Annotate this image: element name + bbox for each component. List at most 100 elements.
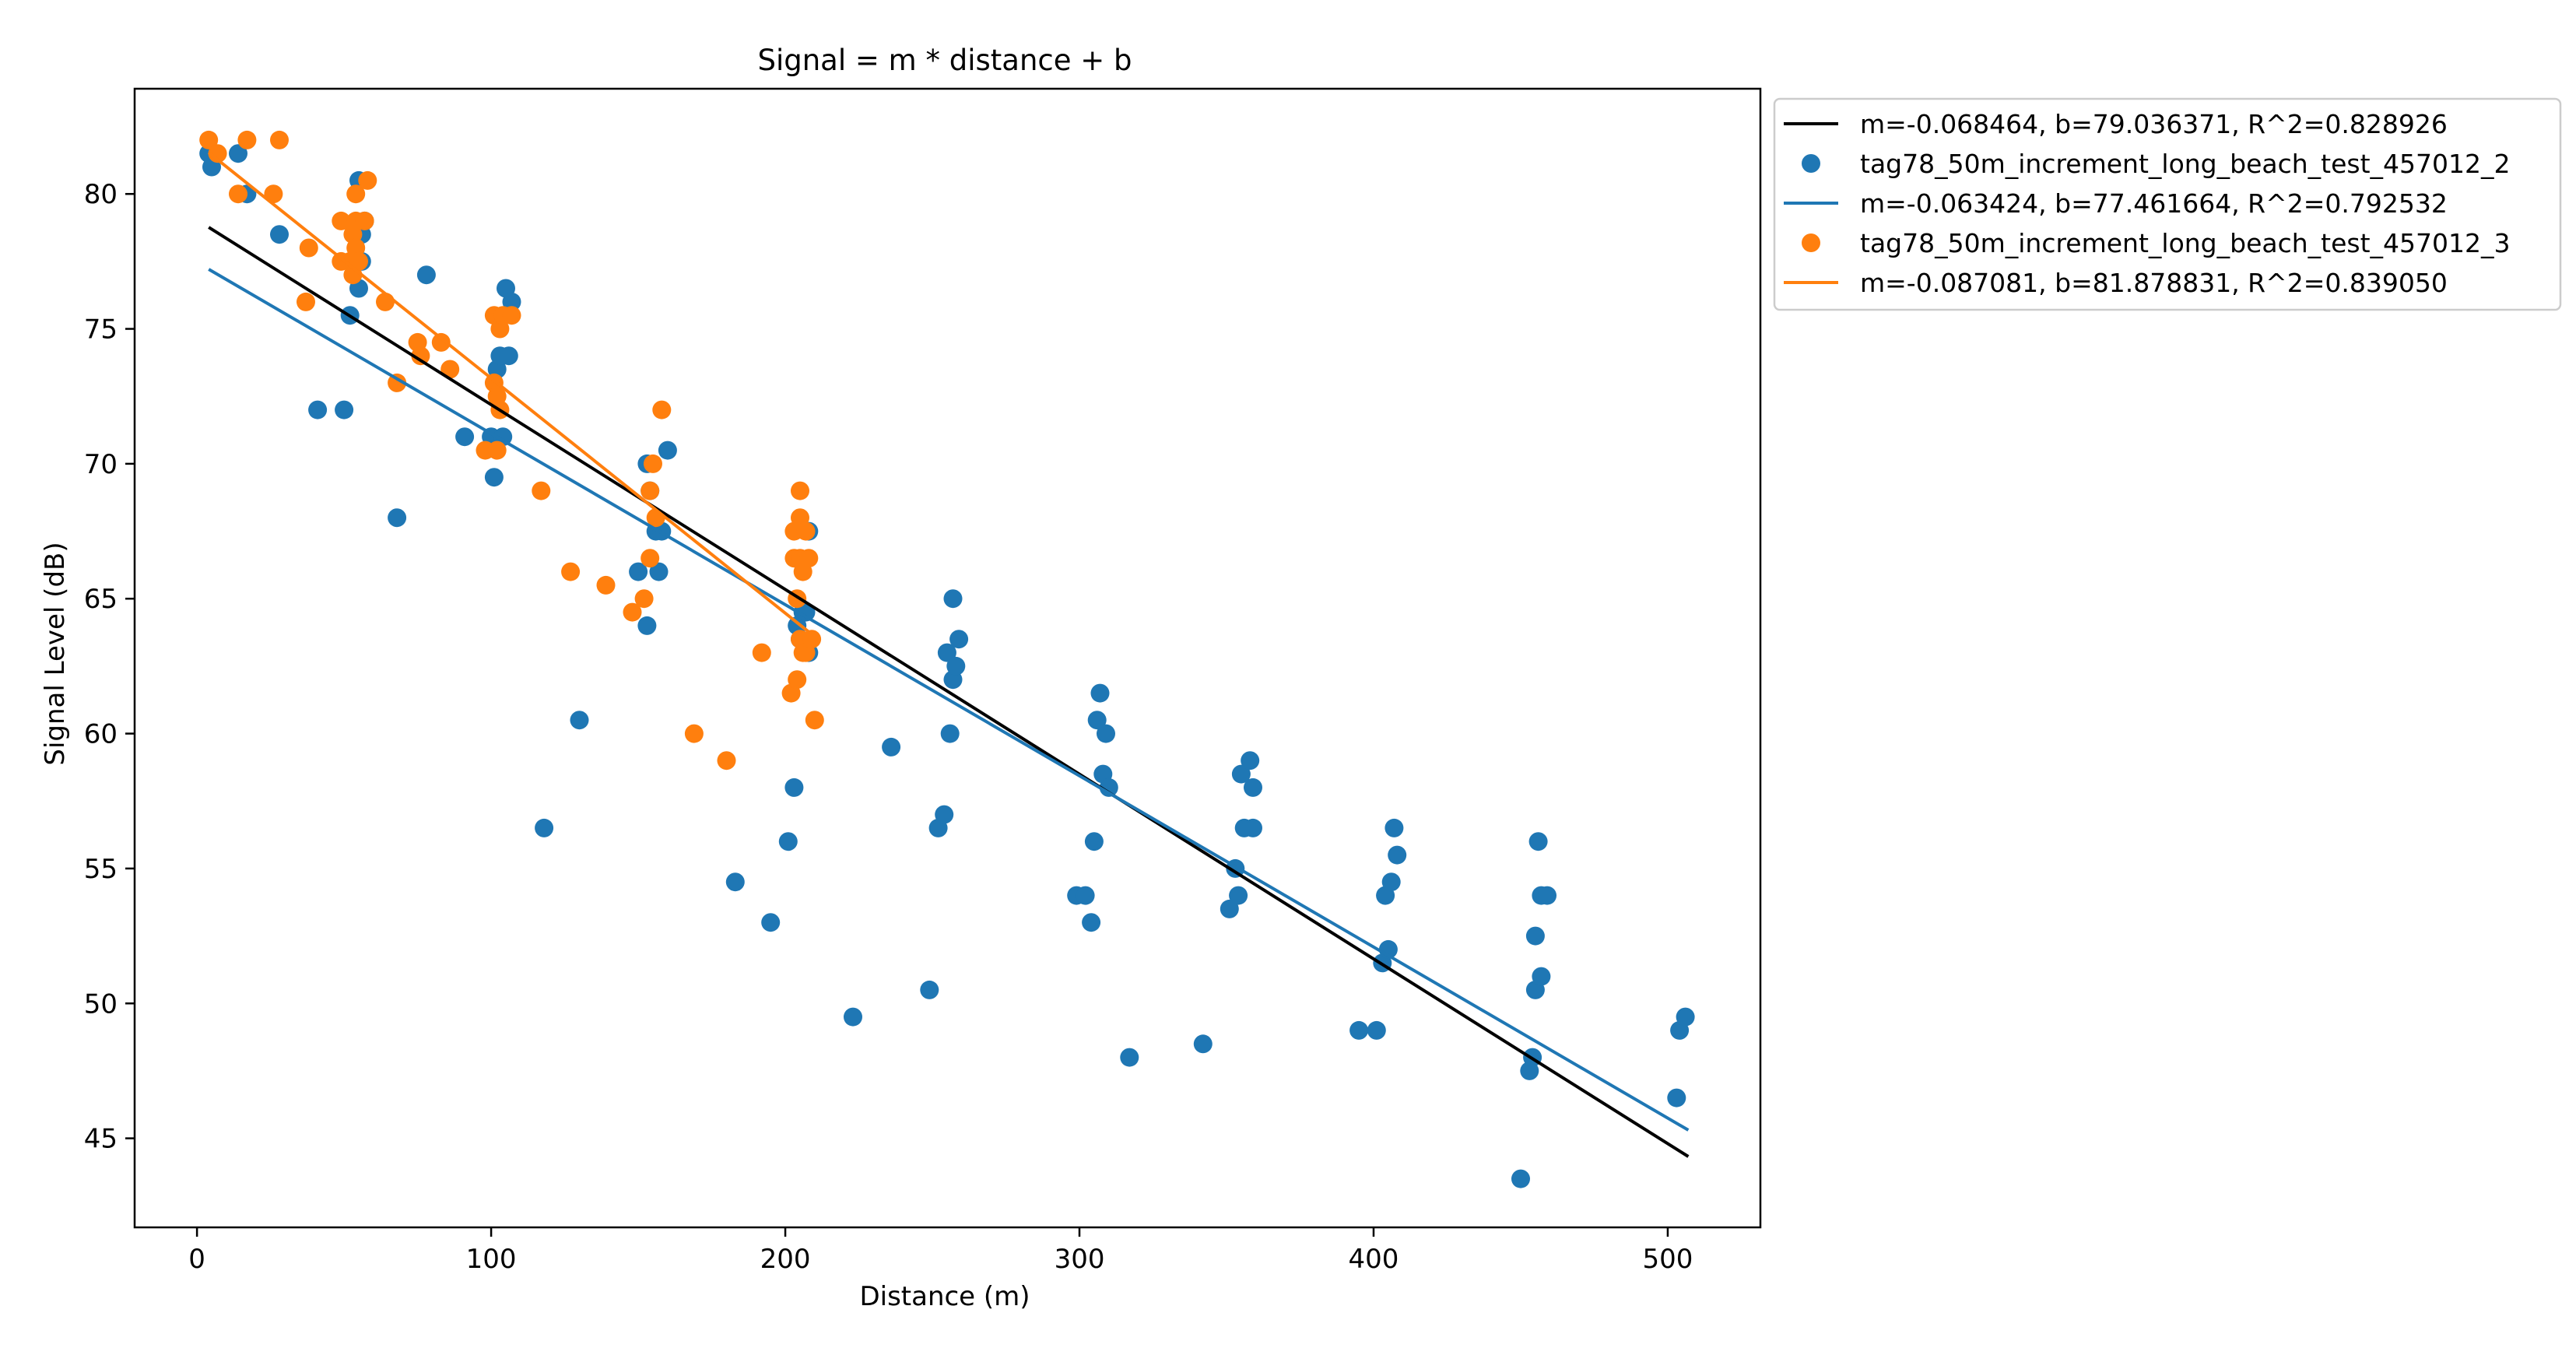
scatter-point (208, 144, 227, 163)
scatter-point (455, 427, 475, 447)
scatter-point (499, 346, 518, 366)
scatter-point (784, 778, 804, 797)
y-tick-label: 50 (84, 988, 118, 1020)
scatter-point (778, 832, 798, 851)
scatter-point (1244, 778, 1262, 797)
scatter-point (335, 400, 354, 419)
scatter-point (1082, 913, 1101, 932)
scatter-point (937, 643, 956, 662)
scatter-point (1676, 1007, 1695, 1027)
scatter-point (802, 630, 822, 649)
scatter-point (502, 306, 521, 325)
scatter-point (229, 184, 247, 204)
scatter-point (270, 130, 289, 149)
legend-marker-swatch (1802, 233, 1820, 252)
axes-frame (133, 87, 1762, 1229)
scatter-point (297, 292, 315, 311)
x-tick-label: 200 (760, 1244, 811, 1275)
scatter-point (431, 332, 451, 352)
scatter-point (1084, 832, 1104, 851)
scatter-point (684, 724, 704, 743)
scatter-point (1538, 886, 1556, 905)
scatter-point (644, 454, 662, 473)
legend-entry-fit-3: m=-0.087081, b=81.878831, R^2=0.839050 (1784, 268, 2448, 298)
scatter-point (484, 468, 504, 487)
scatter-point (502, 292, 521, 311)
scatter-point (629, 562, 648, 581)
scatter-point (725, 872, 745, 892)
scatter-point (658, 441, 677, 460)
scatter-point (788, 670, 807, 690)
scatter-point (637, 616, 657, 635)
scatter-point (355, 211, 374, 230)
scatter-point (882, 737, 901, 756)
x-tick-label: 100 (466, 1244, 517, 1275)
scatter-point (652, 400, 672, 419)
scatter-point (791, 481, 809, 500)
scatter-point (349, 251, 368, 271)
legend-entry-combined-fit: m=-0.068464, b=79.036371, R^2=0.828926 (1784, 109, 2448, 139)
legend-entry-fit-2: m=-0.063424, b=77.461664, R^2=0.792532 (1784, 188, 2448, 219)
legend-label: tag78_50m_increment_long_beach_test_4570… (1860, 228, 2511, 258)
fit-line-3 (207, 151, 810, 634)
scatter-point (1193, 1034, 1213, 1054)
scatter-point (1120, 1048, 1139, 1067)
scatter-point (388, 508, 407, 528)
scatter-point (796, 521, 816, 541)
legend-box (1773, 97, 2562, 311)
scatter-point (623, 602, 642, 622)
scatter-point (1244, 818, 1262, 837)
scatter-point (1511, 1169, 1530, 1188)
scatter-point (596, 575, 616, 595)
scatter-point (411, 346, 430, 366)
legend-marker-swatch (1802, 154, 1820, 173)
plot-area (199, 130, 1695, 1188)
x-axis-label: Distance (m) (859, 1281, 1030, 1312)
scatter-point (416, 265, 436, 285)
scatter-point (535, 818, 554, 837)
scatter-point (844, 1007, 862, 1027)
scatter-point (796, 602, 816, 622)
scatter-point (1090, 683, 1110, 703)
scatter-point (920, 980, 939, 999)
scatter-point (358, 170, 377, 190)
legend-label: tag78_50m_increment_long_beach_test_4570… (1860, 149, 2511, 179)
scatter-point (1220, 899, 1239, 918)
scatter-point (935, 805, 954, 824)
scatter-point (1381, 872, 1401, 892)
y-tick-label: 80 (84, 179, 118, 210)
scatter-point (199, 130, 219, 149)
scatter-point (1367, 1020, 1386, 1040)
scatter-point (640, 549, 660, 568)
scatter-point (649, 562, 669, 581)
scatter-point (1525, 926, 1545, 946)
scatter-point (229, 144, 247, 163)
scatter-point (1231, 764, 1251, 784)
scatter-point (299, 238, 318, 258)
legend: m=-0.068464, b=79.036371, R^2=0.828926 ta… (1773, 97, 2562, 311)
scatter-point (940, 724, 960, 743)
scatter-point (1667, 1088, 1686, 1108)
chart-title: Signal = m * distance + b (757, 44, 1132, 77)
scatter-point (943, 589, 963, 609)
scatter-point (270, 225, 289, 244)
scatter-point (1385, 818, 1404, 837)
y-axis-label: Signal Level (dB) (40, 542, 71, 765)
y-tick-label: 45 (84, 1124, 118, 1155)
x-tick-label: 300 (1055, 1244, 1105, 1275)
y-tick-label: 55 (84, 854, 118, 885)
scatter-point (532, 481, 551, 500)
scatter-point (308, 400, 328, 419)
scatter-point (1087, 711, 1107, 730)
scatter-point (946, 656, 966, 676)
fit-line-1 (208, 226, 1690, 1158)
x-tick-label: 0 (188, 1244, 205, 1275)
scatter-point (1349, 1020, 1369, 1040)
scatter-point (717, 751, 736, 771)
fit-line-2 (208, 268, 1690, 1132)
scatter-point (1229, 886, 1248, 905)
scatter-point (1076, 886, 1095, 905)
scatter-point (1099, 778, 1118, 797)
scatter-point (346, 184, 366, 204)
